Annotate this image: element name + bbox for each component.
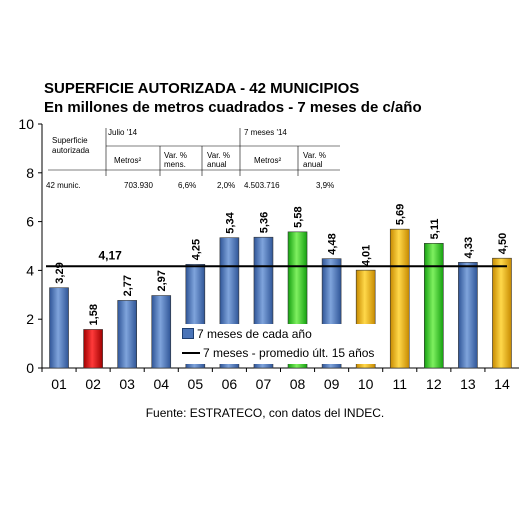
x-tick-label: 04 (153, 376, 169, 392)
bar-14 (492, 257, 512, 369)
bar-02 (83, 329, 103, 369)
reference-line-label: 4,17 (98, 248, 122, 262)
table-group-7-meses: 7 meses '14 (244, 128, 287, 137)
chart-legend: 7 meses de cada año 7 meses - promedio ú… (178, 324, 384, 364)
x-tick-label: 06 (222, 376, 238, 392)
data-label-11: 5,69 (395, 204, 407, 225)
data-label-13: 4,33 (463, 237, 475, 258)
x-tick-label: 03 (119, 376, 135, 392)
x-tick-label: 14 (494, 376, 510, 392)
table-row-header-2: autorizada (52, 146, 90, 155)
table-col-var-anual-2: anual (207, 160, 227, 169)
table-col-var-anual-1: Var. % (207, 151, 230, 160)
x-tick-label: 08 (290, 376, 306, 392)
table-col-var-mens-2: mens. (164, 160, 186, 169)
data-label-01: 3,29 (54, 262, 66, 283)
bar-11 (389, 228, 410, 369)
y-tick-label: 6 (26, 214, 34, 230)
table-row-header-1: Superficie (52, 136, 88, 145)
table-col-metros-7m: Metros² (254, 156, 282, 165)
data-label-02: 1,58 (88, 304, 100, 325)
chart-subtitle: En millones de metros cuadrados - 7 mese… (44, 99, 422, 116)
bar-04 (151, 295, 172, 369)
x-tick-label: 13 (460, 376, 476, 392)
x-tick-label: 12 (426, 376, 442, 392)
legend-item-bars: 7 meses de cada año (182, 327, 312, 341)
legend-label-line: 7 meses - promedio últ. 15 años (203, 346, 375, 360)
table-cell-7m-var-anual: 3,9% (316, 181, 335, 190)
bar-13 (458, 262, 478, 369)
x-tick-label: 11 (392, 376, 407, 392)
y-tick-label: 8 (26, 165, 34, 181)
x-tick-label: 01 (51, 376, 67, 392)
x-tick-label: 07 (256, 376, 272, 392)
data-label-05: 4,25 (190, 239, 202, 260)
table-row-label: 42 munic. (46, 181, 81, 190)
data-label-07: 5,36 (258, 212, 270, 233)
y-tick-label: 2 (26, 311, 34, 327)
table-col-var-anual-7m-2: anual (303, 160, 323, 169)
x-tick-label: 02 (85, 376, 101, 392)
legend-label-bars: 7 meses de cada año (197, 327, 312, 341)
data-label-03: 2,77 (122, 275, 134, 296)
table-cell-7m-metros: 4.503.716 (244, 181, 280, 190)
legend-item-line: 7 meses - promedio últ. 15 años (182, 346, 374, 360)
table-group-julio: Julio '14 (108, 128, 138, 137)
data-label-04: 2,97 (156, 270, 168, 291)
chart-title: SUPERFICIE AUTORIZADA - 42 MUNICIPIOS (44, 80, 360, 97)
table-col-metros-julio: Metros² (114, 156, 142, 165)
data-label-08: 5,58 (293, 206, 305, 227)
table-cell-jul-var-mens: 6,6% (178, 181, 197, 190)
table-cell-jul-metros: 703.930 (124, 181, 153, 190)
table-col-var-anual-7m-1: Var. % (303, 151, 326, 160)
x-tick-label: 10 (358, 376, 374, 392)
legend-swatch-line (182, 352, 200, 354)
bar-12 (424, 243, 444, 369)
y-tick-label: 0 (26, 360, 34, 376)
y-tick-label: 10 (18, 116, 34, 132)
chart-source: Fuente: ESTRATECO, con datos del INDEC. (145, 406, 385, 420)
data-label-12: 5,11 (429, 219, 441, 240)
x-tick-label: 05 (188, 376, 204, 392)
data-label-09: 4,48 (327, 233, 339, 254)
data-label-10: 4,01 (361, 245, 373, 266)
table-col-var-mens-1: Var. % (164, 151, 187, 160)
data-label-06: 5,34 (224, 211, 236, 233)
bar-03 (117, 300, 137, 369)
data-label-14: 4,50 (497, 233, 509, 254)
legend-swatch-bars (182, 328, 194, 339)
x-tick-label: 09 (324, 376, 340, 392)
y-tick-label: 4 (26, 262, 34, 278)
table-cell-jul-var-anual: 2,0% (217, 181, 236, 190)
bar-01 (49, 287, 69, 369)
